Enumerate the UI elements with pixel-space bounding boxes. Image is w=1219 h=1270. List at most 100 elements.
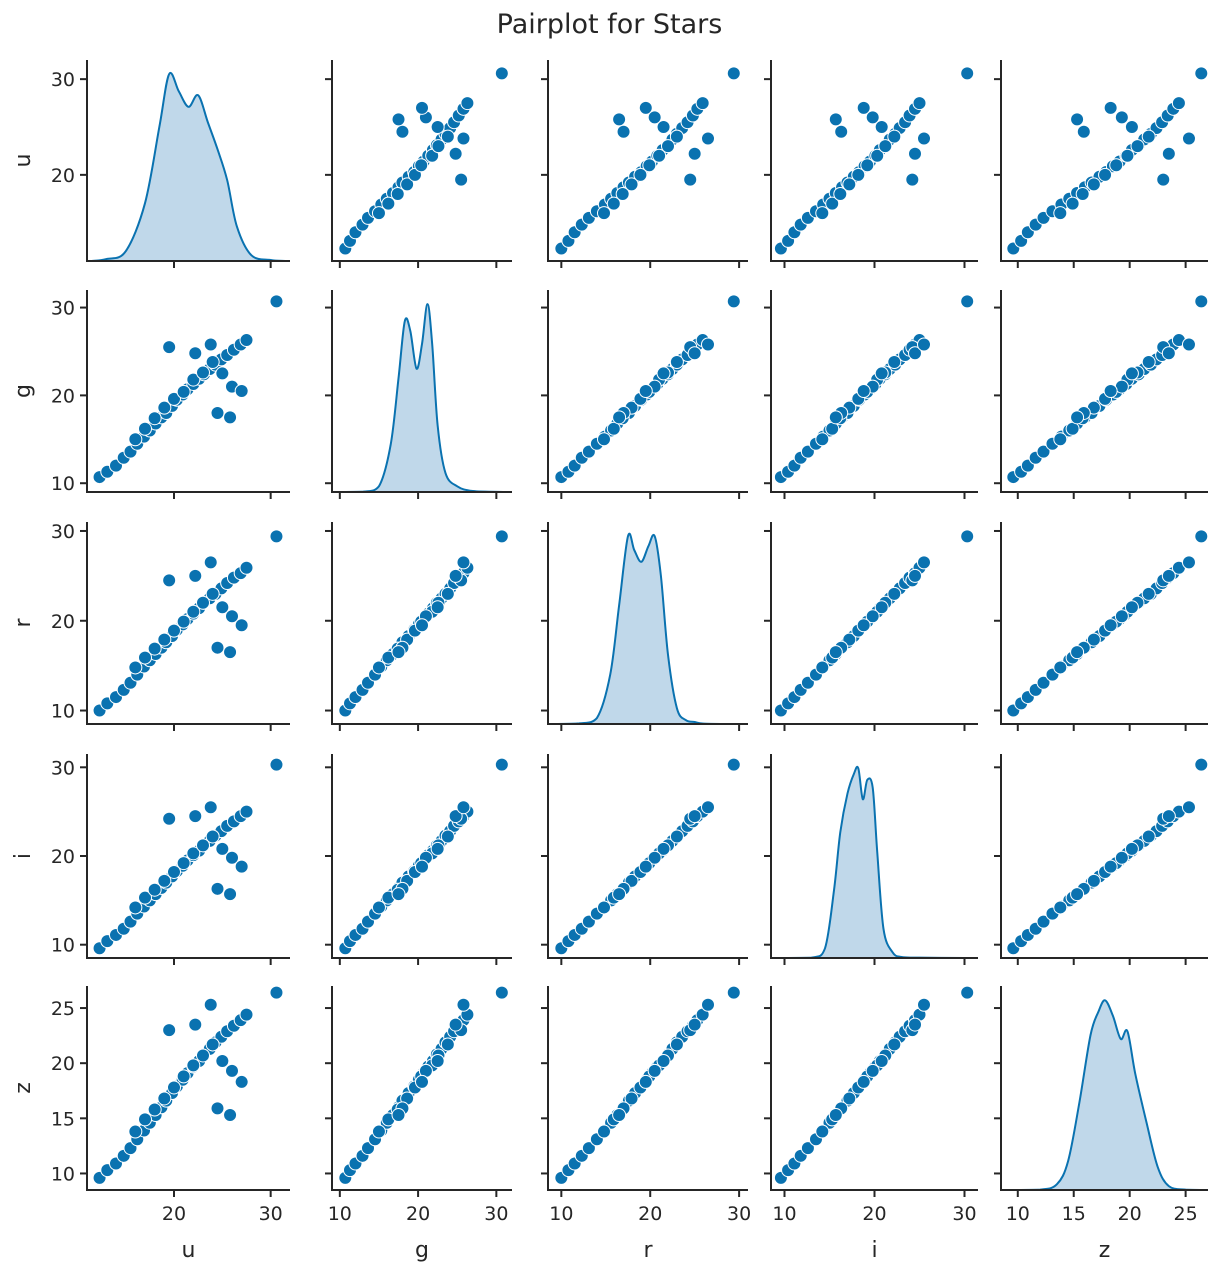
- scatter-point: [1103, 859, 1118, 874]
- scatter-point: [870, 148, 885, 163]
- scatter-point: [188, 568, 203, 583]
- scatter-point: [456, 997, 471, 1012]
- kde-fill-g: [335, 304, 505, 492]
- panel-i-vs-g: [325, 754, 512, 965]
- scatter-point: [860, 158, 875, 173]
- scatter-point: [454, 172, 469, 187]
- scatter-point: [1086, 873, 1101, 888]
- scatter-point: [440, 829, 455, 844]
- scatter-point: [624, 177, 639, 192]
- y-axis-label-z: z: [11, 1082, 36, 1094]
- x-tick-label: 10: [772, 1203, 796, 1225]
- x-tick-label: 20: [638, 1203, 662, 1225]
- scatter-point: [865, 609, 880, 624]
- scatter-point: [431, 139, 446, 154]
- y-tick-label: 20: [51, 846, 75, 868]
- y-tick-label: 30: [51, 521, 75, 543]
- scatter-point: [371, 206, 386, 221]
- panel-g-vs-z: [994, 290, 1209, 499]
- panel-g-vs-u: 10 20 30 g: [11, 290, 290, 499]
- scatter-point: [912, 96, 927, 111]
- scatter-point: [147, 641, 162, 656]
- scatter-point: [874, 120, 889, 134]
- scatter-point: [225, 1063, 239, 1078]
- scatter-point: [1103, 100, 1118, 115]
- x-tick-label: 20: [1118, 1203, 1142, 1225]
- scatter-point: [210, 881, 225, 896]
- scatter-point: [1194, 757, 1209, 772]
- panel-r-vs-u: 10 20 30 r: [11, 521, 290, 731]
- x-axis-label-r: r: [643, 1238, 653, 1263]
- scatter-point: [851, 167, 866, 182]
- scatter-point: [269, 294, 284, 309]
- scatter-point: [647, 850, 662, 865]
- scatter-point: [176, 856, 191, 871]
- scatter-point: [687, 146, 702, 161]
- scatter-point: [205, 355, 220, 370]
- panel-u-vs-g: [325, 60, 512, 268]
- y-tick-label: 30: [51, 298, 75, 320]
- scatter-point: [234, 384, 249, 398]
- scatter-point: [1124, 841, 1139, 856]
- scatter-point: [448, 568, 463, 583]
- x-tick-label: 20: [406, 1203, 430, 1225]
- scatter-point: [800, 1141, 815, 1156]
- x-tick-label: 20: [862, 1203, 886, 1225]
- scatter-point: [647, 110, 662, 125]
- scatter-point: [147, 882, 162, 897]
- y-tick-label: 20: [51, 1053, 75, 1075]
- scatter-point: [456, 555, 471, 570]
- scatter-point: [186, 372, 201, 387]
- scatter-point: [828, 112, 843, 127]
- scatter-point: [430, 841, 445, 856]
- scatter-point: [415, 618, 429, 633]
- scatter-point: [234, 1074, 249, 1089]
- scatter-point: [494, 985, 509, 1000]
- scatter-point: [186, 1058, 201, 1073]
- panel-r-vs-g: [325, 522, 512, 731]
- scatter-point: [1141, 129, 1156, 144]
- kde-line-i: [775, 765, 965, 959]
- scatter-point: [1076, 124, 1091, 139]
- scatter-point: [415, 100, 429, 115]
- scatter-point: [624, 1091, 639, 1106]
- scatter-point: [391, 887, 406, 902]
- scatter-point: [391, 645, 406, 660]
- scatter-point: [448, 809, 463, 824]
- panel-z-vs-r: 10 20 30 r: [541, 985, 751, 1263]
- scatter-point: [874, 366, 889, 381]
- scatter-point: [652, 148, 667, 163]
- scatter-point: [448, 146, 463, 161]
- scatter-point: [395, 124, 410, 139]
- scatter-point: [269, 529, 284, 544]
- scatter-point: [917, 131, 931, 146]
- scatter-point: [167, 864, 181, 879]
- scatter-point: [203, 337, 218, 352]
- scatter-point: [196, 365, 210, 380]
- scatter-point: [1124, 600, 1139, 615]
- scatter-point: [908, 346, 922, 361]
- scatter-point: [1036, 675, 1051, 690]
- x-axis-label-z: z: [1099, 1238, 1111, 1263]
- scatter-point: [908, 146, 922, 161]
- y-axis-label-i: i: [11, 853, 36, 859]
- scatter-point: [138, 650, 152, 665]
- panel-z-vs-i: 10 20 30 i: [764, 985, 978, 1263]
- scatter-point: [616, 124, 631, 139]
- scatter-point: [147, 411, 162, 426]
- scatter-point: [205, 829, 220, 844]
- scatter-point: [687, 346, 702, 361]
- scatter-point: [1156, 172, 1171, 187]
- scatter-point: [1053, 660, 1068, 675]
- panel-r-vs-z: [994, 522, 1209, 731]
- y-tick-label: 20: [51, 165, 75, 187]
- scatter-point: [701, 997, 715, 1012]
- scatter-point: [1103, 384, 1118, 398]
- scatter-point: [391, 112, 406, 127]
- scatter-point: [612, 112, 627, 127]
- scatter-point: [1171, 96, 1186, 111]
- scatter-point: [656, 1053, 671, 1068]
- scatter-point: [615, 187, 630, 201]
- scatter-point: [460, 96, 475, 111]
- scatter-point: [1070, 410, 1085, 425]
